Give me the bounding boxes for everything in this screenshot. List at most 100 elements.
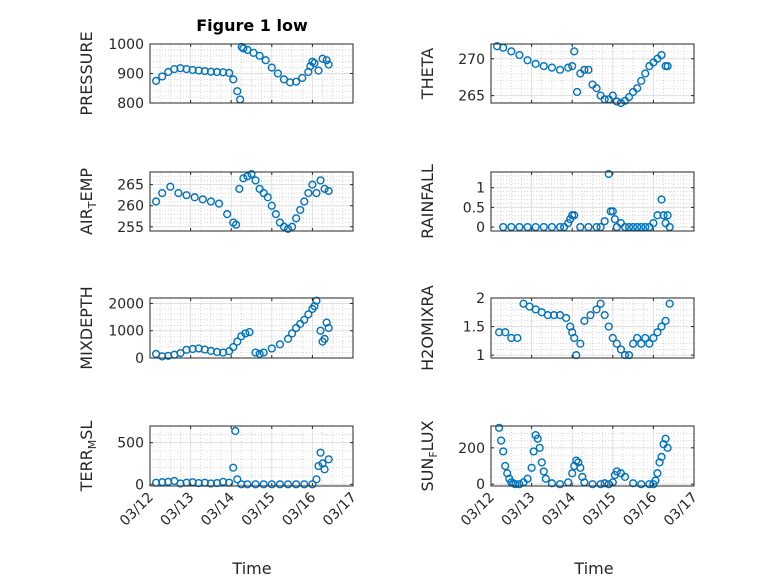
data-point <box>233 337 242 346</box>
y-tick-label: 0 <box>476 477 485 493</box>
data-point <box>312 188 321 198</box>
x-tick-label: 03/13 <box>499 490 539 530</box>
data-point <box>608 207 617 216</box>
data-point <box>649 219 658 228</box>
y-tick-label: 1.5 <box>463 320 485 336</box>
x-axis-label-right: Time <box>573 559 613 578</box>
axes-box <box>490 425 695 487</box>
data-point <box>283 334 293 344</box>
data-point <box>251 480 260 489</box>
data-point <box>604 480 613 489</box>
x-axis-label-left: Time <box>231 559 271 578</box>
y-tick-label: 1 <box>476 348 485 364</box>
data-point <box>308 480 317 489</box>
data-point <box>576 222 585 232</box>
data-point <box>533 434 542 443</box>
x-tick-label: 03/12 <box>117 490 157 530</box>
data-point <box>251 176 260 185</box>
y-tick-label: 2000 <box>108 296 144 312</box>
data-point <box>206 197 216 206</box>
axes-box <box>490 43 695 104</box>
y-axis-label: MIXDEPTH <box>77 286 96 369</box>
data-point <box>259 348 268 357</box>
data-point <box>523 56 532 65</box>
data-point <box>555 222 565 232</box>
data-point <box>663 211 672 220</box>
y-tick-label: 1000 <box>108 37 144 53</box>
y-tick-label: 0 <box>476 220 485 236</box>
data-point <box>570 47 579 56</box>
data-point <box>624 222 634 232</box>
data-point <box>620 222 630 232</box>
data-point <box>314 461 323 471</box>
data-point <box>541 474 550 483</box>
data-point <box>233 475 242 484</box>
y-axis-label: THETA <box>418 48 437 100</box>
data-point <box>283 480 293 489</box>
data-point <box>592 222 601 232</box>
subplot-pressure: 800 900 1000 PRESSURE <box>77 31 354 116</box>
data-point <box>628 479 638 488</box>
subplot-h2omixra: 1 1.5 2 H2OMIXRA <box>418 285 695 371</box>
data-point <box>616 345 626 354</box>
axes-box <box>490 297 695 359</box>
data-point <box>651 476 660 485</box>
data-point <box>322 56 331 65</box>
data-point <box>292 480 301 489</box>
data-point <box>310 59 319 68</box>
data-point <box>657 452 666 462</box>
data-point <box>239 174 248 183</box>
data-point <box>198 195 207 204</box>
x-tick-label: 03/16 <box>620 489 660 529</box>
data-point <box>308 180 317 189</box>
data-point <box>568 62 577 71</box>
subplot-terr-msl: 0 500 TERRMSL 03/12 03/13 03/14 03/15 03/16 03/1… <box>77 421 360 530</box>
x-tick-label: 03/15 <box>580 490 620 530</box>
data-point <box>628 222 638 232</box>
x-tick-label: 03/12 <box>458 490 498 530</box>
data-point <box>555 480 565 489</box>
data-point <box>657 322 666 331</box>
data-point <box>624 351 634 360</box>
data-point <box>547 222 557 232</box>
data-point <box>645 480 654 489</box>
y-tick-label: 800 <box>117 96 144 112</box>
data-point <box>657 50 666 60</box>
data-point <box>527 463 536 472</box>
x-tick-label: 03/14 <box>198 489 238 529</box>
subplot-sun-flux: 0 200 SUNFLUX 03/12 03/13 03/14 03/15 03/16 03/1… <box>418 420 701 529</box>
data-point <box>312 475 321 484</box>
data-point <box>283 224 293 233</box>
data-point <box>576 339 585 348</box>
data-point <box>641 69 650 78</box>
data-point <box>580 316 589 325</box>
data-point <box>586 311 595 320</box>
subplot-theta: 265 270 THETA <box>418 42 695 108</box>
data-point <box>318 54 327 63</box>
data-point <box>296 205 305 215</box>
data-point <box>572 87 582 97</box>
data-point <box>592 305 601 314</box>
data-point <box>501 461 510 471</box>
data-point <box>292 214 301 223</box>
data-point <box>166 182 175 191</box>
x-tick-label: 03/17 <box>320 490 360 530</box>
data-point <box>300 480 309 489</box>
data-point <box>620 472 630 482</box>
data-point <box>568 469 577 478</box>
y-tick-label: 0 <box>135 351 144 367</box>
y-tick-label: 2 <box>476 291 485 307</box>
axes-box <box>149 425 354 487</box>
data-point <box>239 44 248 53</box>
data-point <box>547 63 557 72</box>
data-point <box>515 480 524 489</box>
data-point <box>267 480 276 489</box>
data-point <box>543 311 552 320</box>
data-point <box>588 480 597 489</box>
data-point <box>547 479 557 488</box>
data-point <box>182 191 191 200</box>
data-point <box>596 480 605 489</box>
axes-box <box>490 171 695 232</box>
data-point <box>645 339 654 348</box>
data-point <box>229 75 238 84</box>
